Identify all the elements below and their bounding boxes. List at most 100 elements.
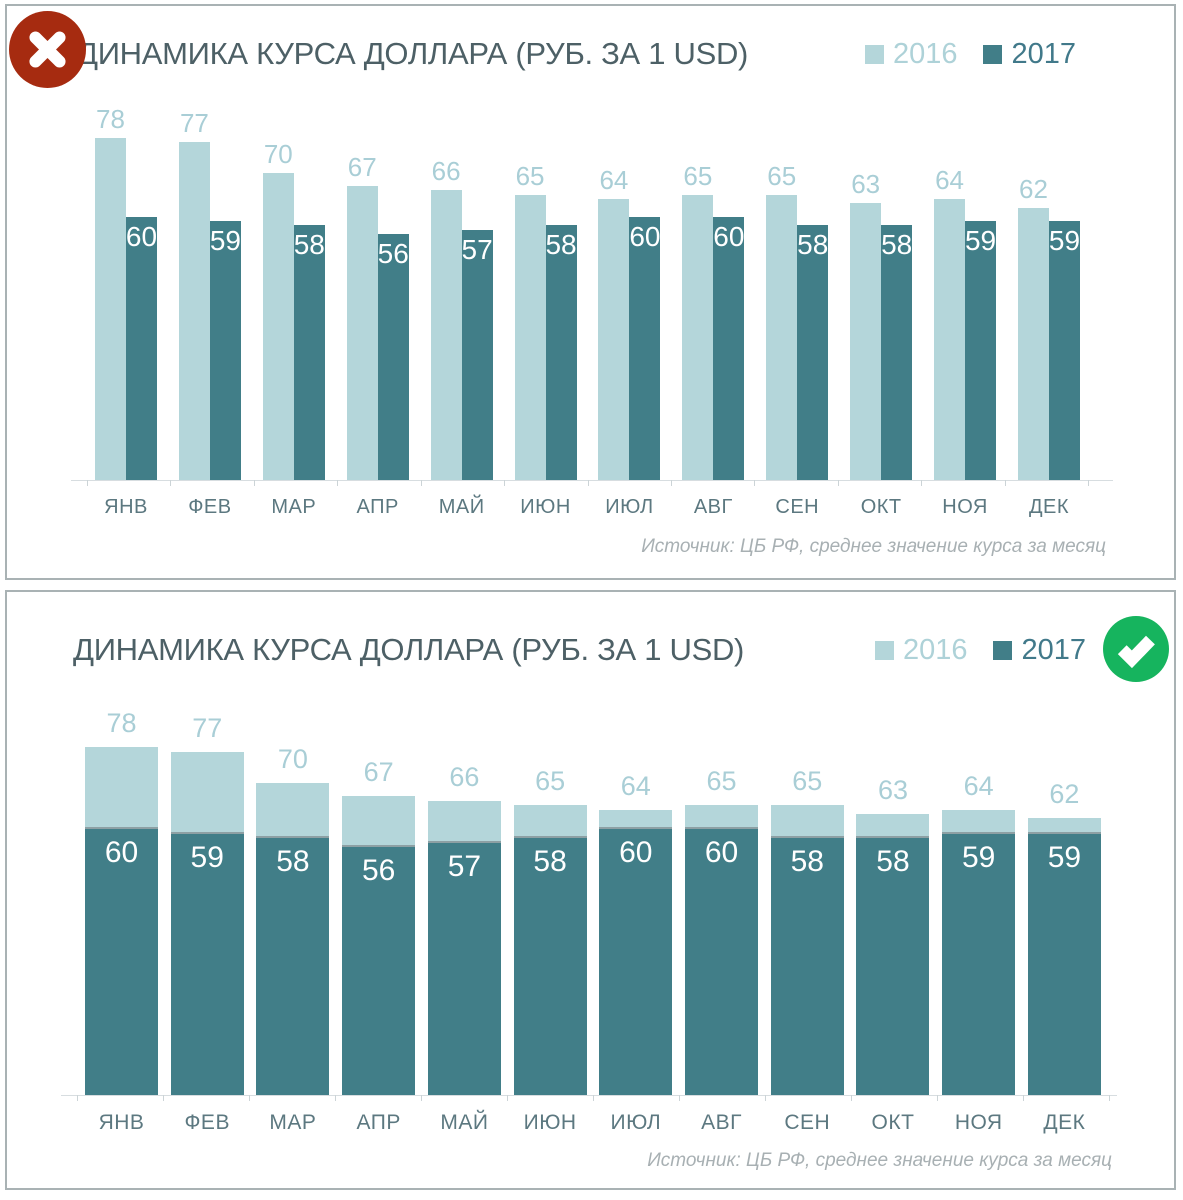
x-axis-label-ФЕВ: ФЕВ <box>188 496 232 518</box>
bar-2016: 63 <box>850 171 882 480</box>
bar-2017: 59 <box>1049 221 1080 480</box>
bar-value-label-2017: 59 <box>964 225 997 256</box>
bar-2016-АВГ: 65 60 <box>685 768 759 1095</box>
x-axis-line <box>61 1095 1117 1096</box>
x-axis-label-СЕН: СЕН <box>775 496 820 518</box>
bar-2016-МАР: 70 58 <box>256 746 330 1095</box>
bar-value-label-2017: 58 <box>533 845 567 878</box>
x-axis-label-ОКТ: ОКТ <box>871 1111 915 1134</box>
bar-value-label-2016: 77 <box>192 713 223 743</box>
legend-swatch-2017 <box>983 44 1003 64</box>
axis-tick <box>593 1095 594 1101</box>
bar-value-label-2016: 65 <box>535 766 566 796</box>
bar-2017: 60 <box>599 827 673 1095</box>
axis-tick <box>337 480 339 486</box>
bar-2017: 58 <box>256 836 330 1095</box>
chart-panel-wrong-example: ДИНАМИКА КУРСА ДОЛЛАРА (РУБ. ЗА 1 USD) 2… <box>5 4 1176 580</box>
bar-value-label-2017: 60 <box>629 221 661 252</box>
bar-2016: 66 <box>430 158 462 480</box>
legend-label-2017: 2017 <box>1011 37 1076 70</box>
bar-2017: 56 <box>378 234 409 480</box>
bar-group-ДЕК: 62 59 <box>1017 176 1080 480</box>
x-axis-label-ИЮН: ИЮН <box>523 1111 577 1134</box>
axis-tick <box>679 1095 680 1101</box>
bar-group-НОЯ: 64 59 <box>934 167 997 480</box>
legend-swatch-2016 <box>874 640 894 660</box>
axis-tick <box>507 1095 508 1101</box>
bar-value-label-2016: 62 <box>1049 779 1080 809</box>
x-axis-label-МАР: МАР <box>271 496 317 518</box>
chart-title: ДИНАМИКА КУРСА ДОЛЛАРА (РУБ. ЗА 1 USD) <box>73 632 745 667</box>
bar-2017: 58 <box>513 836 587 1095</box>
bar-value-label-2017: 56 <box>377 238 409 269</box>
axis-tick <box>420 480 422 486</box>
legend-item-2016: 2016 <box>874 633 968 667</box>
bar-value-label-2017: 58 <box>790 845 824 878</box>
bar-2016: 64 <box>598 167 630 480</box>
bar-value-label-2017: 57 <box>447 850 482 883</box>
axis-tick <box>504 480 506 486</box>
bar-value-label-2016: 77 <box>179 108 209 138</box>
axis-tick <box>587 480 589 486</box>
bar-2016: 65 <box>766 163 798 480</box>
bar-2016: 77 <box>178 110 210 480</box>
cross-circle-icon <box>9 11 86 88</box>
bar-2017: 59 <box>942 832 1016 1095</box>
axis-tick <box>253 480 255 486</box>
bar-2017: 59 <box>1027 832 1101 1095</box>
legend-item-2017: 2017 <box>983 38 1076 71</box>
x-axis-label-ИЮН: ИЮН <box>520 496 571 518</box>
bar-value-label-2017: 60 <box>704 836 739 869</box>
legend-swatch-2016 <box>864 44 884 64</box>
bar-group-СЕН: 65 58 <box>766 163 828 480</box>
axis-tick <box>1023 1095 1024 1101</box>
bar-value-label-2016: 65 <box>792 766 823 796</box>
axis-tick <box>937 1095 938 1101</box>
bar-2016-ЯНВ: 78 60 <box>85 710 158 1095</box>
x-axis-label-ИЮЛ: ИЮЛ <box>610 1111 662 1134</box>
x-axis-label-НОЯ: НОЯ <box>942 496 988 518</box>
bar-2017: 58 <box>770 836 844 1095</box>
bar-2017: 58 <box>545 225 577 480</box>
bar-2017: 58 <box>797 225 828 480</box>
bar-value-label-2016: 78 <box>106 708 137 738</box>
axis-tick <box>170 480 172 486</box>
bar-2016: 78 <box>95 106 126 480</box>
bar-value-label-2017: 58 <box>797 229 829 260</box>
x-axis-ticks <box>77 1095 1110 1102</box>
x-axis-label-СЕН: СЕН <box>784 1111 831 1134</box>
axis-tick <box>87 480 88 486</box>
bar-2017: 56 <box>342 845 416 1095</box>
bar-group-ФЕВ: 77 59 <box>178 110 241 480</box>
bar-group-ЯНВ: 78 60 <box>95 106 157 480</box>
bar-value-label-2016: 64 <box>620 771 651 801</box>
bar-2016: 65 <box>514 163 546 480</box>
axis-tick <box>1088 480 1089 486</box>
bar-2016: 70 <box>262 141 294 480</box>
legend-label-2016: 2016 <box>902 633 968 666</box>
axis-tick <box>1109 1095 1110 1101</box>
x-axis-label-ФЕВ: ФЕВ <box>184 1111 230 1134</box>
bar-value-label-2016: 70 <box>277 744 308 774</box>
axis-tick <box>765 1095 766 1101</box>
bar-2016-ИЮЛ: 64 60 <box>599 773 673 1095</box>
x-axis-label-АВГ: АВГ <box>693 496 733 518</box>
axis-tick <box>921 480 923 486</box>
bar-2017: 57 <box>462 230 493 480</box>
bar-2017: 57 <box>427 841 501 1095</box>
bar-value-label-2017: 60 <box>619 836 653 869</box>
x-axis-label-АВГ: АВГ <box>701 1111 742 1134</box>
x-axis-label-МАЙ: МАЙ <box>440 1111 489 1134</box>
bar-value-label-2017: 59 <box>209 225 241 256</box>
x-axis-ticks <box>87 480 1089 487</box>
bar-value-label-2017: 56 <box>361 854 396 887</box>
x-axis-label-ДЕК: ДЕК <box>1028 496 1069 518</box>
bar-2016-ОКТ: 63 58 <box>856 777 930 1095</box>
legend-label-2016: 2016 <box>892 37 958 70</box>
axis-tick <box>335 1095 336 1101</box>
bar-group-АВГ: 65 60 <box>682 163 744 480</box>
bar-value-label-2017: 59 <box>1047 841 1082 874</box>
source-note: Источник: ЦБ РФ, среднее значение курса … <box>647 1150 1112 1171</box>
bar-2017: 58 <box>881 225 912 480</box>
axis-tick <box>754 480 756 486</box>
